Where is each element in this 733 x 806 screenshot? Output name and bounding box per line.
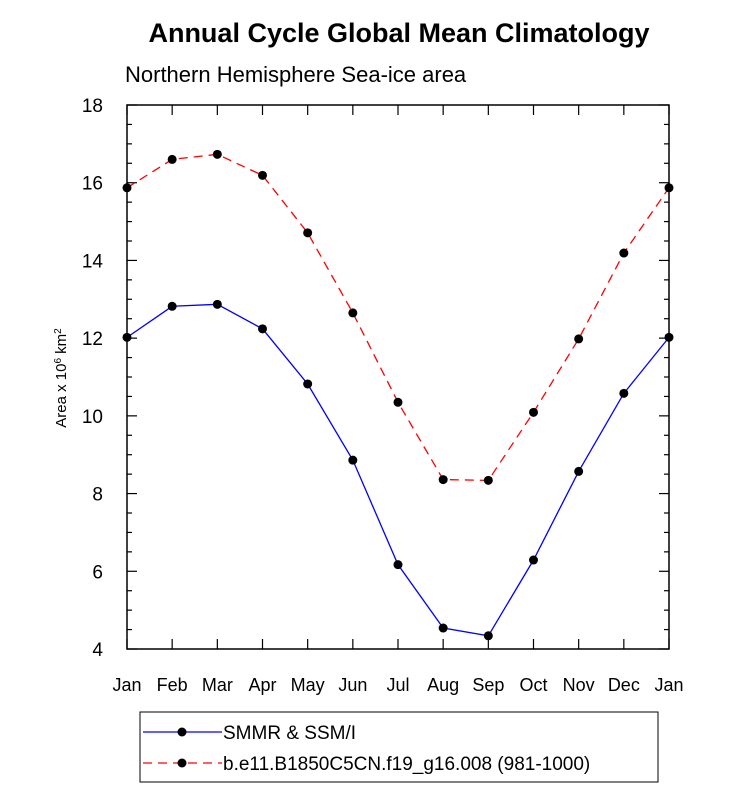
data-point [303,228,313,238]
ylabel-unit: km [53,334,70,358]
data-point [529,407,538,417]
x-tick-label: Oct [519,675,547,695]
series-line-1 [126,153,670,482]
ylabel-exponent-1: 6 [53,358,64,364]
svg-text:Area x 106 km2: Area x 106 km2 [53,328,71,428]
data-point [258,170,267,180]
y-tick-label: 8 [92,485,103,506]
data-point [303,379,313,389]
x-tick-label: Jun [338,675,367,695]
data-point [167,301,177,311]
data-point [348,308,358,318]
data-point [212,299,222,309]
x-tick-label: Jan [654,675,683,695]
data-point [167,154,177,164]
legend-box [139,711,659,783]
series-layer [122,149,674,641]
x-tick-label: May [291,675,325,695]
series-line-0 [126,303,670,637]
data-point [483,631,493,641]
legend-label: b.e11.B1850C5CN.f19_g16.008 (981-1000) [223,754,590,775]
data-point [483,475,493,485]
y-tick-label: 16 [82,174,103,195]
chart-title: Annual Cycle Global Mean Climatology [148,18,649,48]
y-axis-tick-labels: 4 6 8 10 12 14 16 18 [82,96,104,661]
data-point [438,623,448,633]
y-tick-label: 6 [92,562,103,583]
data-point [574,466,584,476]
data-point [258,324,267,334]
data-point [393,560,403,570]
y-tick-label: 18 [82,96,103,117]
data-point [393,397,403,407]
legend-marker [177,758,187,768]
y-tick-label: 10 [82,407,103,428]
x-tick-label: Jul [386,675,409,695]
ylabel-prefix: Area x 10 [53,364,70,428]
y-tick-label: 12 [82,329,103,350]
data-point [529,555,538,565]
data-point [212,149,222,159]
x-tick-label: Apr [248,675,276,695]
ylabel-exponent-2: 2 [53,328,64,334]
x-tick-label: Sep [472,675,504,695]
legend-label: SMMR & SSM/I [223,723,356,744]
data-point [619,248,629,258]
plot-frame [126,104,670,650]
data-point [348,455,358,465]
y-tick-label: 14 [82,251,104,272]
data-point [619,388,629,398]
data-point [574,334,584,344]
legend: SMMR & SSM/I b.e11.B1850C5CN.f19_g16.008 … [139,711,659,783]
y-axis-label: Area x 106 km2 [53,328,71,428]
x-tick-label: Nov [563,675,595,695]
x-tick-label: Aug [427,675,459,695]
x-tick-label: Dec [608,675,640,695]
x-tick-label: Jan [112,675,141,695]
data-point [438,475,448,485]
legend-marker [177,727,187,737]
x-tick-label: Feb [157,675,188,695]
y-tick-label: 4 [92,640,103,661]
chart-subtitle: Northern Hemisphere Sea-ice area [125,62,467,87]
x-axis-tick-labels: Jan Feb Mar Apr May Jun Jul Aug Sep Oct Nov Dec Jan [112,675,683,695]
x-tick-label: Mar [202,675,233,695]
